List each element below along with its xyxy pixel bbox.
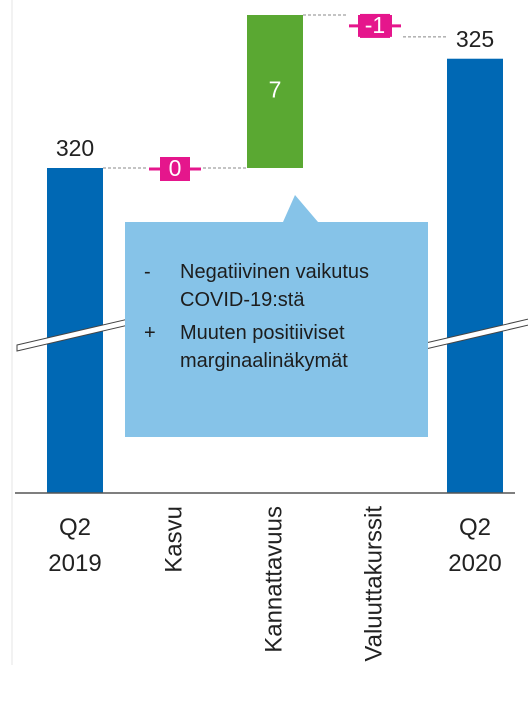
- value-label: 320: [56, 135, 94, 161]
- value-label: 7: [269, 77, 282, 103]
- annotation-item: + Muuten positiiviset marginaalinäkymät: [144, 319, 412, 375]
- value-label-box: [360, 13, 390, 38]
- x-tick-label: Q2 2020: [448, 514, 502, 577]
- x-tick-label: Kannattavuus: [260, 506, 287, 653]
- annotation-text: Muuten positiiviset marginaalinäkymät: [180, 322, 348, 372]
- annotation-bullet: +: [144, 322, 156, 344]
- value-label-box: [160, 157, 190, 181]
- x-tick-label: Valuuttakurssit: [360, 506, 387, 662]
- value-label: 325: [456, 26, 494, 52]
- callout-box: [125, 195, 428, 437]
- value-label: -1: [365, 12, 385, 38]
- bar: [247, 15, 303, 168]
- x-tick-label: Q2 2019: [48, 514, 102, 577]
- annotation-item: - Negatiivinen vaikutus COVID-19:stä: [144, 258, 412, 314]
- x-tick-label: Kasvu: [160, 506, 187, 573]
- annotation-text: Negatiivinen vaikutus COVID-19:stä: [180, 261, 369, 311]
- callout: - Negatiivinen vaikutus COVID-19:stä + Muut…: [126, 222, 426, 436]
- bar: [447, 58, 503, 493]
- value-label: 0: [169, 155, 182, 181]
- annotation-bullet: -: [144, 261, 151, 283]
